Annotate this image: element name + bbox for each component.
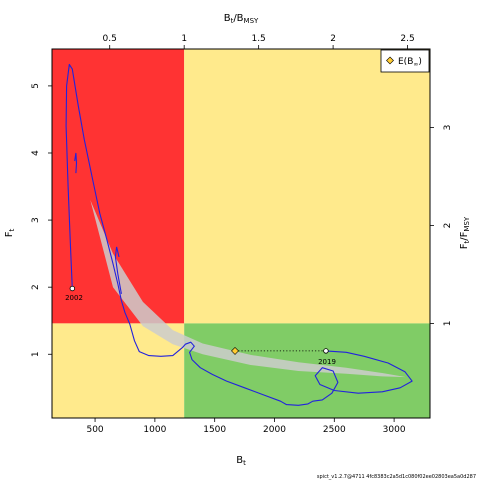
legend-label: E(B∞)	[398, 57, 422, 68]
trajectory-line	[65, 63, 413, 406]
legend-box	[380, 49, 430, 73]
footer-version: spict_v1.2.7@4711 4fc8383c2a5d1c080f02ee…	[317, 474, 476, 480]
equilibrium-point	[231, 346, 239, 355]
top-tick-label: 2.5	[400, 34, 414, 44]
y-tick-label: 2	[31, 284, 41, 290]
x-tick-label: 3000	[383, 425, 406, 435]
status-quadrants	[52, 49, 430, 418]
plot-frame	[51, 48, 431, 419]
y-axis-title: Ft	[4, 228, 16, 237]
quadrant-yellow-top	[184, 49, 430, 324]
trajectory-loop	[114, 246, 122, 294]
y-tick-label: 3	[31, 217, 41, 223]
top-tick-label: 1	[181, 34, 187, 44]
top-axis-title: Bt/BMSY	[224, 13, 259, 25]
legend-diamond-icon	[386, 56, 394, 65]
x-tick-label: 2500	[323, 425, 346, 435]
end-year-label: 2019	[318, 358, 336, 366]
x-tick-label: 2000	[263, 425, 286, 435]
start-year-label: 2002	[65, 294, 83, 302]
right-tick-label: 3	[443, 125, 453, 131]
top-tick-label: 1.5	[251, 34, 265, 44]
right-tick-label: 2	[443, 223, 453, 229]
x-axis-title: Bt	[236, 455, 246, 467]
trajectory-hook	[74, 152, 78, 174]
x-tick-label: 1500	[203, 425, 226, 435]
legend: E(B∞)	[380, 49, 430, 73]
top-tick-label: 0.5	[103, 34, 117, 44]
y-tick-label: 4	[31, 150, 41, 156]
x-tick-label: 500	[86, 425, 103, 435]
start-point	[69, 285, 76, 292]
y-tick-label: 5	[31, 83, 41, 89]
end-point	[323, 348, 329, 354]
x-tick-label: 1000	[143, 425, 166, 435]
top-tick-label: 2	[330, 34, 336, 44]
right-axis-title: Ft/FMSY	[459, 216, 471, 249]
ci-band	[90, 200, 407, 378]
right-tick-label: 1	[443, 321, 453, 327]
y-tick-label: 1	[31, 351, 41, 357]
quadrant-yellow-bottom	[52, 323, 185, 418]
